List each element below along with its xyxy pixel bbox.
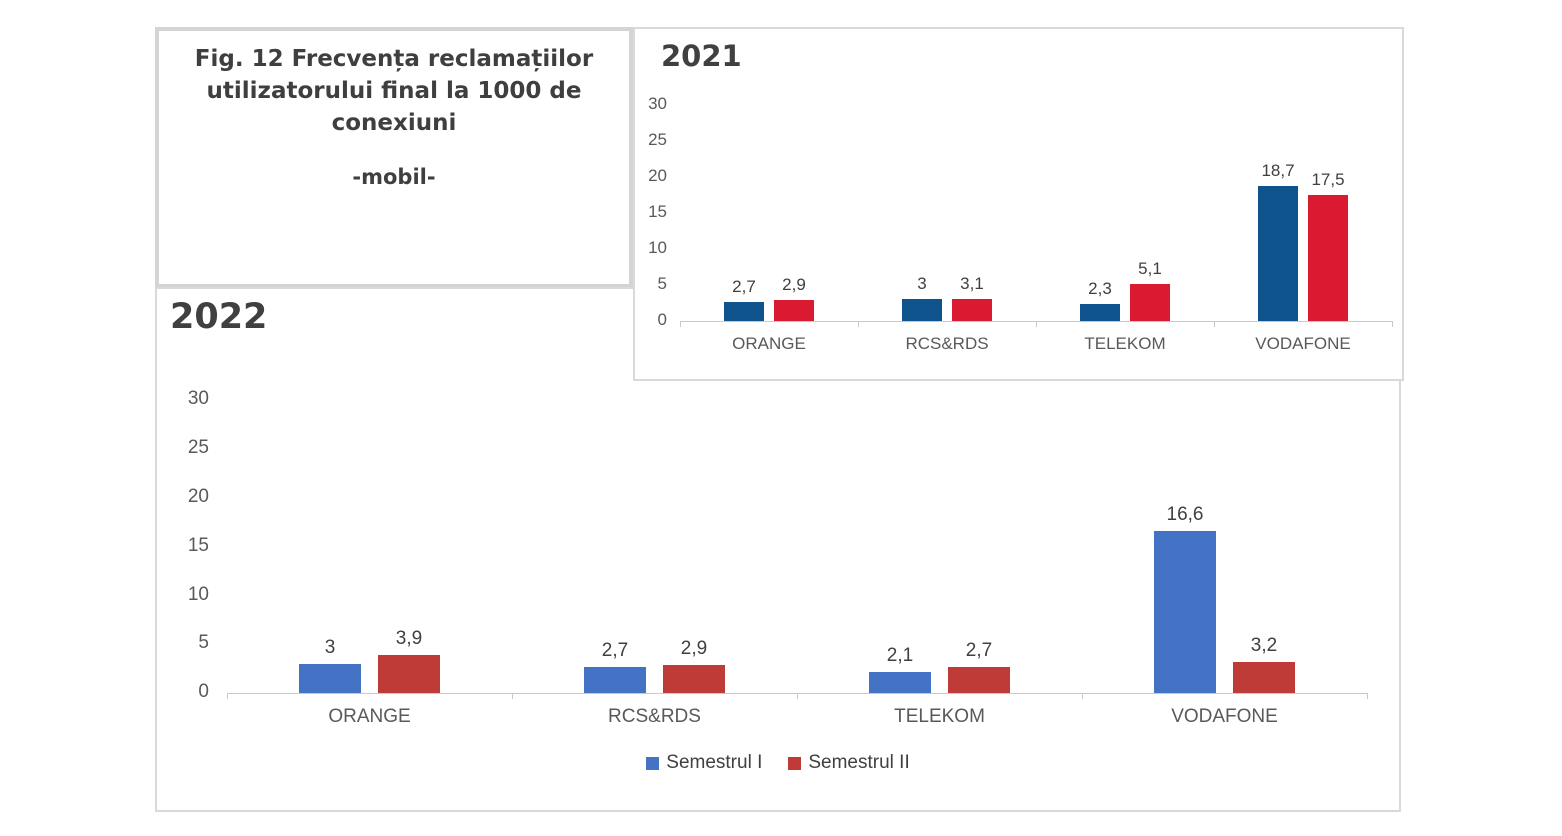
bar-value-label: 2,1: [886, 645, 914, 666]
x-axis-tick: [1082, 693, 1083, 699]
chart-title-2021: 2021: [661, 39, 742, 73]
legend-swatch-semestrul-i-icon: [646, 756, 660, 770]
y-axis-tick-label: 25: [648, 130, 667, 149]
x-axis-tick: [680, 321, 681, 327]
y-axis-tick-label: 0: [198, 681, 209, 702]
bar-value-label: 16,6: [1166, 504, 1204, 525]
legend-swatch-semestrul-ii-icon: [788, 756, 802, 770]
bar-semestrul-i-telekom: [1080, 304, 1120, 321]
x-axis-tick: [512, 693, 513, 699]
bar-semestrul-i-orange: [724, 302, 764, 321]
bar-semestrul-i-orange: [299, 664, 361, 693]
bar-value-label: 2,7: [732, 277, 756, 296]
x-axis-tick: [858, 321, 859, 327]
bar-semestrul-ii-telekom: [1130, 284, 1170, 321]
y-axis-tick-label: 30: [187, 388, 209, 409]
bar-value-label: 2,9: [782, 275, 806, 294]
y-axis-tick-label: 20: [187, 486, 209, 507]
figure-title: Fig. 12 Frecvența reclamațiilor utilizat…: [194, 46, 594, 136]
y-axis-tick-label: 10: [187, 584, 209, 605]
bar-semestrul-i-telekom: [869, 672, 931, 693]
bar-semestrul-i-rcs-rds: [584, 667, 646, 693]
x-axis-tick: [1392, 321, 1393, 327]
bar-value-label: 3,9: [395, 628, 423, 649]
bar-semestrul-ii-rcs-rds: [663, 665, 725, 693]
legend-label-semestrul-ii: Semestrul II: [808, 752, 910, 773]
legend-item-semestrul-ii: Semestrul II: [788, 752, 910, 774]
y-axis-tick-label: 25: [187, 437, 209, 458]
figure-title-box: Fig. 12 Frecvența reclamațiilor utilizat…: [155, 27, 633, 288]
bar-value-label: 18,7: [1261, 161, 1295, 180]
bar-semestrul-ii-rcs-rds: [952, 299, 992, 321]
bar-semestrul-ii-orange: [378, 655, 440, 693]
bar-value-label: 3: [917, 274, 927, 293]
x-axis-category-label-orange: ORANGE: [732, 334, 806, 353]
bar-value-label: 2,3: [1088, 279, 1112, 298]
x-axis-category-label-rcs-rds: RCS&RDS: [905, 334, 989, 353]
x-axis-category-label-orange: ORANGE: [328, 706, 411, 727]
y-axis-tick-label: 5: [198, 632, 209, 653]
x-axis-category-label-telekom: TELEKOM: [1084, 334, 1166, 353]
bar-value-label: 3,1: [960, 274, 984, 293]
bar-value-label: 2,7: [601, 640, 629, 661]
y-axis-tick-label: 10: [648, 238, 667, 257]
bar-value-label: 2,7: [965, 640, 993, 661]
y-axis-tick-label: 20: [648, 166, 667, 185]
bar-value-label: 3: [324, 637, 336, 658]
chart-panel-2021: 2021 0 5 10 15 20 25 30 2,7 2,9 ORANGE 3 3,1 RCS&RDS…: [633, 27, 1404, 381]
x-axis-tick: [227, 693, 228, 699]
legend: Semestrul I Semestrul II: [157, 752, 1399, 774]
x-axis-tick: [1214, 321, 1215, 327]
chart-title-2022: 2022: [170, 297, 268, 337]
y-axis-tick-label: 30: [648, 94, 667, 113]
bar-value-label: 5,1: [1138, 259, 1162, 278]
bar-semestrul-ii-telekom: [948, 667, 1010, 693]
legend-item-semestrul-i: Semestrul I: [646, 752, 762, 774]
y-axis-tick-label: 15: [648, 202, 667, 221]
bar-value-label: 3,2: [1250, 635, 1278, 656]
x-axis-category-label-telekom: TELEKOM: [894, 706, 985, 727]
y-axis-tick-label: 0: [657, 310, 667, 329]
x-axis-tick: [1367, 693, 1368, 699]
y-axis-tick-label: 5: [657, 274, 667, 293]
y-axis-tick-label: 15: [187, 535, 209, 556]
legend-label-semestrul-i: Semestrul I: [666, 752, 763, 773]
x-axis-category-label-rcs-rds: RCS&RDS: [608, 706, 701, 727]
x-axis-category-label-vodafone: VODAFONE: [1255, 334, 1351, 353]
bar-semestrul-i-rcs-rds: [902, 299, 942, 321]
bar-semestrul-i-vodafone: [1258, 186, 1298, 321]
bar-semestrul-ii-vodafone: [1233, 662, 1295, 693]
bar-semestrul-ii-orange: [774, 300, 814, 321]
bar-value-label: 17,5: [1311, 170, 1345, 189]
x-axis-tick: [1036, 321, 1037, 327]
bar-value-label: 2,9: [680, 638, 708, 659]
x-axis-tick: [797, 693, 798, 699]
figure-subtitle: -mobil-: [352, 165, 436, 189]
bar-semestrul-ii-vodafone: [1308, 195, 1348, 321]
x-axis-category-label-vodafone: VODAFONE: [1171, 706, 1278, 727]
bar-semestrul-i-vodafone: [1154, 531, 1216, 693]
